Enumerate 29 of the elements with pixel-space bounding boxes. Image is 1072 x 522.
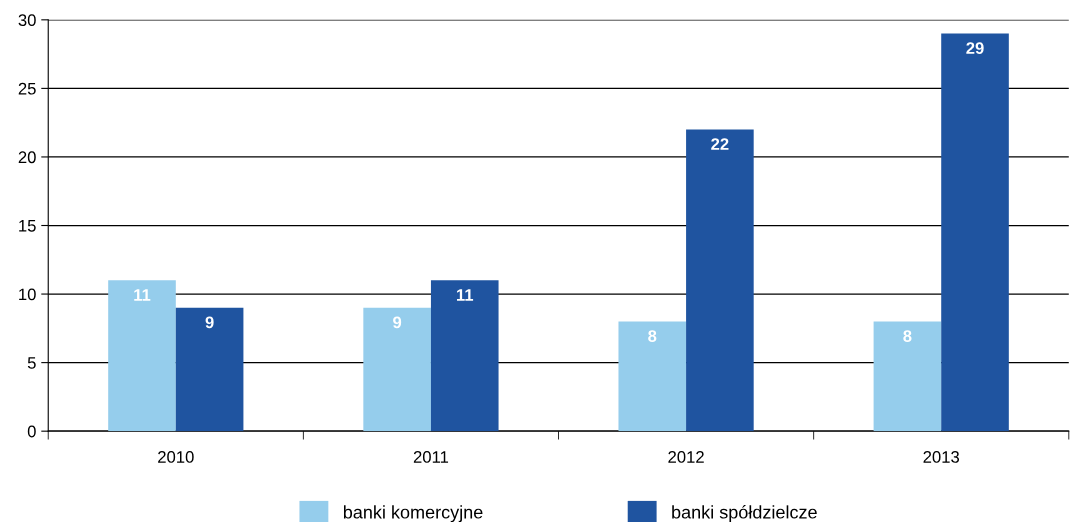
bar: [686, 129, 754, 432]
bar: [941, 33, 1009, 432]
bar: [618, 321, 687, 432]
legend-label: banki spółdzielcze: [672, 505, 817, 522]
x-tick-label: 2012: [668, 451, 704, 463]
data-label: 9: [205, 316, 214, 329]
data-label: 9: [393, 316, 402, 329]
x-tick-label: 2011: [413, 451, 449, 463]
bar: [108, 280, 176, 432]
legend-label: banki komercyjne: [343, 505, 483, 522]
data-label: 8: [903, 330, 912, 342]
y-tick-label: 5: [27, 357, 36, 369]
data-label: 11: [456, 289, 474, 301]
y-tick-label: 15: [19, 220, 36, 232]
data-label: 29: [966, 42, 984, 55]
data-label: 11: [134, 289, 151, 301]
y-tick-label: 20: [18, 151, 36, 164]
bar: [873, 321, 942, 432]
bar: [430, 280, 499, 432]
y-tick-label: 0: [27, 425, 36, 438]
y-tick-label: 10: [19, 288, 36, 301]
data-label: 22: [711, 138, 729, 150]
bar: [175, 307, 244, 432]
y-tick-label: 30: [18, 14, 36, 27]
bar: [363, 307, 431, 432]
x-tick-label: 2013: [923, 451, 960, 463]
data-label: 8: [648, 330, 657, 342]
y-tick-label: 25: [18, 82, 36, 95]
x-tick-label: 2010: [158, 451, 194, 463]
